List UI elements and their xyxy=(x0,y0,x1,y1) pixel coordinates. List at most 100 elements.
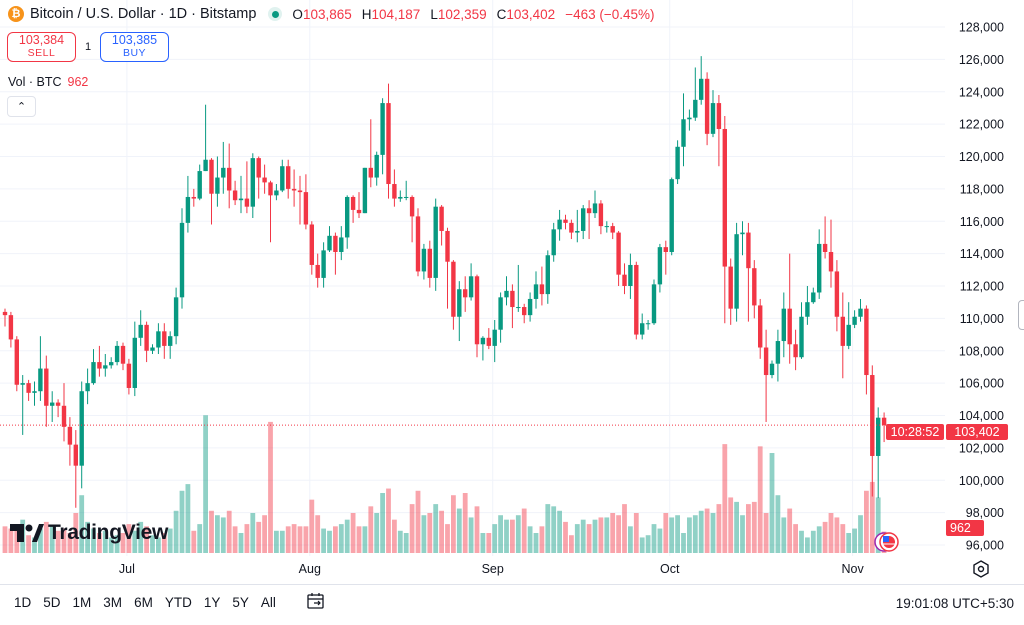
volume-bar xyxy=(297,526,303,553)
economic-events-flag-icon[interactable] xyxy=(874,531,902,553)
candle-body xyxy=(545,255,550,295)
candle-body xyxy=(120,345,126,364)
trade-panel: 103,384 SELL 1 103,385 BUY xyxy=(7,32,169,62)
candle-body xyxy=(675,146,680,180)
candle xyxy=(215,156,220,207)
candle-body xyxy=(280,166,285,191)
candle xyxy=(350,195,356,223)
volume-bar xyxy=(504,519,509,553)
volume-bar xyxy=(769,453,775,553)
candle-body xyxy=(516,307,521,309)
candle xyxy=(687,109,692,131)
candle xyxy=(327,226,332,253)
candle-body xyxy=(168,336,173,346)
candle xyxy=(533,271,539,309)
time-tick-label: Aug xyxy=(299,562,321,576)
candle-body xyxy=(91,362,96,384)
candle-body xyxy=(427,248,432,278)
buy-label: BUY xyxy=(122,47,147,59)
candle-body xyxy=(8,315,14,340)
volume-bar xyxy=(161,533,167,553)
volume-bar xyxy=(757,446,763,553)
volume-bar xyxy=(91,528,96,553)
candlestick-chart[interactable]: 128,000 126,000 124,000 122,000 120,000 118,0… xyxy=(0,0,1024,584)
candle-body xyxy=(303,192,309,225)
range-1m[interactable]: 1M xyxy=(72,595,92,610)
candle xyxy=(746,222,751,322)
volume-bar xyxy=(368,506,374,553)
candle-body xyxy=(539,284,545,295)
candle-body xyxy=(769,363,775,376)
volume-bar xyxy=(592,519,598,553)
order-quantity[interactable]: 1 xyxy=(84,41,92,53)
price-tick-label: 100,000 xyxy=(959,474,1004,488)
range-6m[interactable]: 6M xyxy=(134,595,153,610)
candle-body xyxy=(345,196,350,238)
range-3m[interactable]: 3M xyxy=(103,595,123,610)
candle-body xyxy=(551,229,556,256)
candle-body xyxy=(581,208,586,231)
price-tick-label: 98,000 xyxy=(966,506,1004,520)
volume-bar xyxy=(79,495,85,553)
candle-body xyxy=(817,243,822,293)
volume-bar xyxy=(380,493,385,553)
candle-body xyxy=(710,103,716,134)
candle xyxy=(392,169,397,207)
volume-bar xyxy=(144,526,149,553)
candle-body xyxy=(297,190,303,193)
price-tick-label: 104,000 xyxy=(959,409,1004,423)
chart-settings-gear-icon[interactable] xyxy=(972,560,990,578)
candle-body xyxy=(445,230,450,262)
volume-bar xyxy=(539,526,545,553)
volume-bar xyxy=(102,530,108,553)
candle-body xyxy=(309,224,314,265)
candle-body xyxy=(533,284,539,299)
price-scale-scroll-handle[interactable] xyxy=(1018,300,1024,330)
symbol-title[interactable]: Bitcoin / U.S. Dollar · 1D · Bitstamp xyxy=(30,6,257,22)
candle-body xyxy=(173,297,179,337)
timezone-clock[interactable]: 19:01:08 UTC+5:30 xyxy=(895,596,1014,611)
volume-bar xyxy=(179,490,185,553)
candle-body xyxy=(693,99,698,118)
range-1d[interactable]: 1D xyxy=(14,595,32,610)
volume-bar xyxy=(704,508,710,553)
high-value: 104,187 xyxy=(371,6,421,22)
candle xyxy=(663,240,668,275)
candle-body xyxy=(752,268,757,306)
candle-body xyxy=(704,78,710,134)
range-ytd[interactable]: YTD xyxy=(164,595,192,610)
buy-button[interactable]: 103,385 BUY xyxy=(100,32,169,62)
tradingview-logo[interactable]: TradingView xyxy=(10,521,168,545)
range-5y[interactable]: 5Y xyxy=(232,595,249,610)
candle xyxy=(728,258,733,325)
date-range-calendar-icon[interactable] xyxy=(306,591,326,611)
candle xyxy=(2,308,8,327)
tradingview-logo-icon xyxy=(10,524,44,542)
candle-body xyxy=(350,196,356,210)
candle xyxy=(592,190,598,219)
range-1y[interactable]: 1Y xyxy=(203,595,221,610)
collapse-legend-button[interactable]: ⌃ xyxy=(7,96,36,117)
candle xyxy=(227,143,232,209)
sell-button[interactable]: 103,384 SELL xyxy=(7,32,76,62)
time-axis[interactable]: Jul Aug Sep Oct Nov xyxy=(119,562,865,576)
price-tick-label: 122,000 xyxy=(959,118,1004,132)
range-all[interactable]: All xyxy=(260,595,276,610)
bottom-toolbar: 1D 5D 1M 3M 6M YTD 1Y 5Y All 19:01:08 UT… xyxy=(0,584,1024,625)
candle-body xyxy=(114,345,120,363)
volume-bar xyxy=(698,510,704,553)
candle xyxy=(822,216,828,259)
volume-bar xyxy=(492,524,498,553)
volume-bar xyxy=(852,528,857,553)
candle xyxy=(250,153,255,219)
range-5d[interactable]: 5D xyxy=(43,595,61,610)
volume-bar xyxy=(551,506,557,553)
candle xyxy=(120,342,126,371)
candle-body xyxy=(321,250,326,278)
volume-legend[interactable]: Vol · BTC 962 xyxy=(8,75,88,89)
candle-body xyxy=(775,341,781,364)
volume-bar xyxy=(232,526,238,553)
candle xyxy=(693,67,698,121)
volume-bar xyxy=(421,515,427,553)
price-axis[interactable]: 128,000 126,000 124,000 122,000 120,000 118,0… xyxy=(959,21,1004,553)
